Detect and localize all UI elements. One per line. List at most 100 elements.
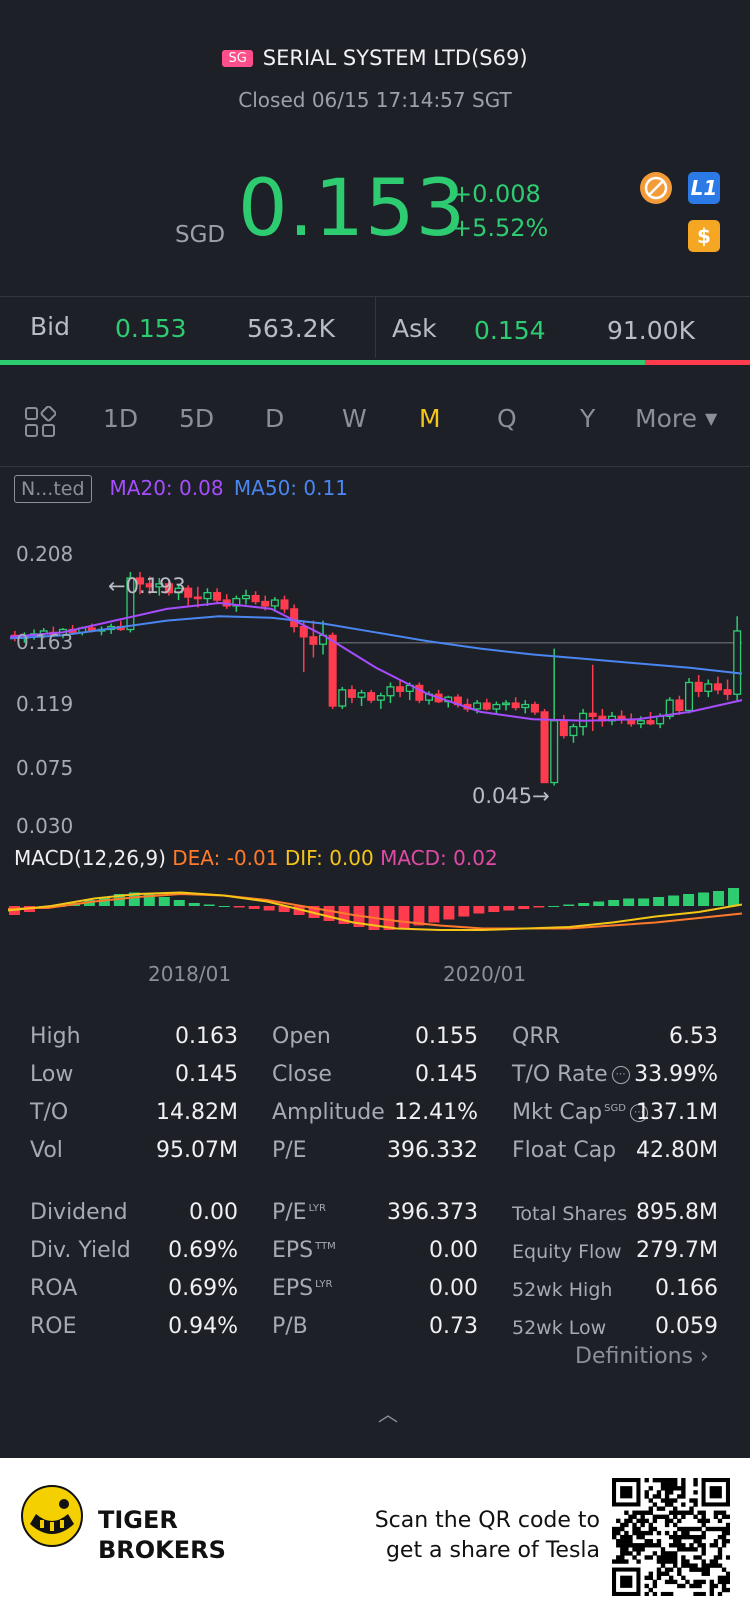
stat-label-text: ROE xyxy=(30,1314,77,1339)
qr-module xyxy=(721,1534,727,1540)
stat-label-text: P/B xyxy=(272,1314,308,1339)
qr-code[interactable] xyxy=(612,1478,730,1596)
qr-module xyxy=(725,1530,730,1536)
ma50-label: MA50: 0.11 xyxy=(233,476,348,500)
qr-module xyxy=(709,1591,715,1596)
qr-module xyxy=(620,1534,625,1540)
stat-label-text: EPS xyxy=(272,1238,314,1263)
qr-module xyxy=(701,1543,706,1548)
qr-module xyxy=(701,1530,706,1536)
qr-module xyxy=(656,1575,662,1581)
qr-module xyxy=(685,1534,690,1540)
stat-value: 6.53 xyxy=(669,1024,718,1049)
qr-module xyxy=(689,1567,694,1572)
macd-bar xyxy=(503,906,515,911)
qr-module xyxy=(681,1514,686,1519)
qr-module xyxy=(681,1486,686,1491)
qr-module xyxy=(616,1559,621,1564)
qr-module xyxy=(701,1579,706,1585)
qr-module xyxy=(681,1583,686,1589)
period-tabs: 1D 5D D W M Q Y More ▼ xyxy=(0,380,750,468)
candle-body xyxy=(338,689,347,707)
qr-module xyxy=(701,1514,706,1519)
stat-label-text: High xyxy=(30,1024,81,1049)
qr-module xyxy=(713,1514,719,1519)
stat-label-text: Float Cap xyxy=(512,1138,617,1163)
qr-module xyxy=(616,1543,621,1548)
qr-module xyxy=(673,1559,678,1564)
candle-body xyxy=(203,592,212,600)
qr-module xyxy=(624,1543,629,1548)
definitions-link[interactable]: Definitions › xyxy=(575,1344,709,1369)
more-label: More xyxy=(635,404,697,433)
qr-module xyxy=(681,1530,686,1536)
stat-value: 0.163 xyxy=(175,1024,238,1049)
qr-module xyxy=(673,1539,678,1544)
no-short-icon[interactable] xyxy=(640,172,672,204)
y-tick-label: 0.030 xyxy=(16,814,74,838)
candlestick-chart[interactable] xyxy=(0,530,750,840)
qr-module xyxy=(717,1534,723,1540)
stat-label: Equity Flow xyxy=(512,1241,622,1263)
qr-module xyxy=(693,1534,698,1540)
qr-module xyxy=(632,1547,637,1552)
adjust-selector[interactable]: N...ted xyxy=(14,475,92,503)
qr-module xyxy=(668,1518,674,1524)
chart-layout-icon[interactable] xyxy=(24,405,57,442)
qr-module xyxy=(664,1482,670,1487)
tab-1d[interactable]: 1D xyxy=(103,404,139,433)
candle-body xyxy=(685,681,694,712)
qr-module xyxy=(652,1526,658,1532)
candle-body xyxy=(511,702,520,709)
qr-module xyxy=(697,1555,702,1560)
macd-bar xyxy=(113,894,125,906)
tab-more[interactable]: More ▼ xyxy=(635,404,717,433)
tab-w[interactable]: W xyxy=(342,404,367,433)
qr-module xyxy=(673,1478,678,1483)
stat-label: Amplitude xyxy=(272,1100,385,1125)
info-icon[interactable]: ⋯ xyxy=(629,1104,648,1122)
qr-module xyxy=(656,1478,662,1483)
qr-module xyxy=(725,1555,730,1560)
dea-label: DEA: -0.01 xyxy=(172,846,279,870)
stat-label-suffix: LYR xyxy=(315,1278,333,1290)
qr-module xyxy=(693,1591,698,1596)
stat-label: T/O Rate ⋯ xyxy=(512,1062,630,1087)
tab-y[interactable]: Y xyxy=(580,404,596,433)
stock-name: SERIAL SYSTEM LTD(S69) xyxy=(262,46,528,70)
candle-body xyxy=(241,594,250,600)
tab-5d[interactable]: 5D xyxy=(179,404,215,433)
chevron-up-icon[interactable]: ︿ xyxy=(378,1402,398,1426)
tab-d[interactable]: D xyxy=(265,404,285,433)
qr-module xyxy=(668,1502,674,1507)
stat-label: Vol xyxy=(30,1138,63,1163)
stat-label-text: Vol xyxy=(30,1138,63,1163)
tab-m[interactable]: M xyxy=(419,404,441,433)
dollar-icon[interactable]: $ xyxy=(688,220,720,252)
qr-module xyxy=(673,1555,678,1560)
qr-module xyxy=(697,1579,702,1585)
ask-label: Ask xyxy=(392,314,437,343)
info-icon[interactable]: ⋯ xyxy=(611,1066,630,1084)
macd-bar xyxy=(698,892,710,906)
x-tick-label: 2020/01 xyxy=(443,962,527,986)
macd-bar xyxy=(203,904,215,906)
qr-module xyxy=(644,1539,649,1544)
qr-module xyxy=(689,1498,694,1503)
qr-module xyxy=(685,1526,690,1532)
qr-module xyxy=(640,1534,645,1540)
qr-module xyxy=(624,1547,629,1552)
bid-volume: 563.2K xyxy=(247,314,335,343)
order-book[interactable]: Bid 0.153 563.2K Ask 0.154 91.00K xyxy=(0,296,750,366)
macd-chart[interactable] xyxy=(0,870,750,940)
level1-icon[interactable]: L1 xyxy=(688,172,720,204)
qr-module xyxy=(693,1567,698,1572)
tab-q[interactable]: Q xyxy=(497,404,517,433)
qr-module xyxy=(685,1530,690,1536)
qr-module xyxy=(701,1551,706,1556)
qr-module xyxy=(648,1543,653,1548)
qr-module xyxy=(664,1502,670,1507)
qr-module xyxy=(664,1591,670,1596)
qr-module xyxy=(624,1534,629,1540)
qr-module xyxy=(612,1530,617,1536)
